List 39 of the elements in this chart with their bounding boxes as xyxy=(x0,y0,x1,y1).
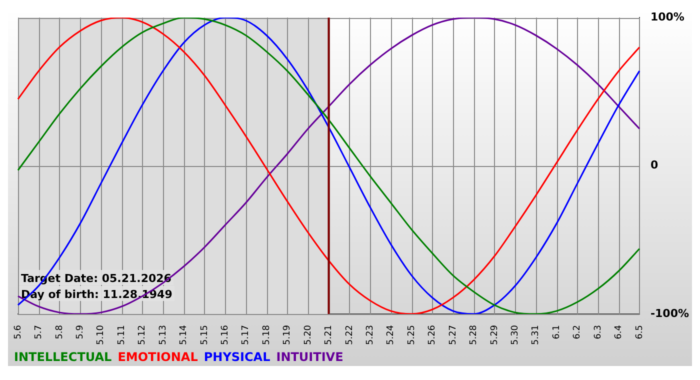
x-tick-label: 6.3 xyxy=(593,324,604,340)
x-tick-label: 5.30 xyxy=(510,324,521,346)
x-tick-label: 6.2 xyxy=(572,324,583,340)
x-tick-label: 5.28 xyxy=(469,324,480,346)
x-tick-label: 5.25 xyxy=(406,324,417,346)
x-tick-label: 5.10 xyxy=(96,324,106,346)
x-tick-label: 5.31 xyxy=(531,324,542,346)
x-tick-label: 5.24 xyxy=(386,324,396,346)
y-tick-label: 100% xyxy=(650,10,684,24)
x-tick-label: 5.27 xyxy=(448,324,458,346)
x-tick-label: 5.18 xyxy=(262,324,272,346)
y-tick-label: -100% xyxy=(650,306,690,320)
x-tick-label: 5.19 xyxy=(282,324,293,346)
text: INTELLECTUAL xyxy=(14,350,112,364)
x-tick-label: 5.29 xyxy=(490,324,500,346)
x-tick-label: 5.11 xyxy=(116,324,127,346)
x-tick-label: 5.26 xyxy=(428,324,438,346)
x-tick-label: 6.1 xyxy=(552,324,562,340)
x-tick-label: 5.12 xyxy=(138,324,148,346)
text: PHYSICAL xyxy=(204,350,270,364)
x-tick-label: 5.22 xyxy=(344,324,355,346)
x-tick-label: 5.13 xyxy=(158,324,168,346)
x-tick-label: 5.7 xyxy=(34,324,44,340)
line-series xyxy=(17,18,640,314)
x-tick-label: 5.23 xyxy=(366,324,376,346)
x-tick-label: 5.15 xyxy=(200,324,210,346)
x-tick-label: 5.17 xyxy=(241,324,252,346)
x-tick-label: 5.6 xyxy=(13,324,24,340)
x-tick-label: 5.9 xyxy=(75,324,86,340)
x-tick-label: 5.21 xyxy=(324,324,334,346)
x-tick-label: 6.4 xyxy=(614,324,624,340)
x-tick-label: 5.16 xyxy=(220,324,230,346)
x-tick-label: 6.5 xyxy=(634,324,645,340)
y-tick-label: 0 xyxy=(650,158,658,172)
text: EMOTIONAL xyxy=(118,350,198,364)
x-tick-label: 5.8 xyxy=(54,324,65,340)
x-tick-label: 5.14 xyxy=(179,324,190,346)
text: INTUITIVE xyxy=(276,350,344,364)
x-tick-label: 5.20 xyxy=(303,324,314,346)
